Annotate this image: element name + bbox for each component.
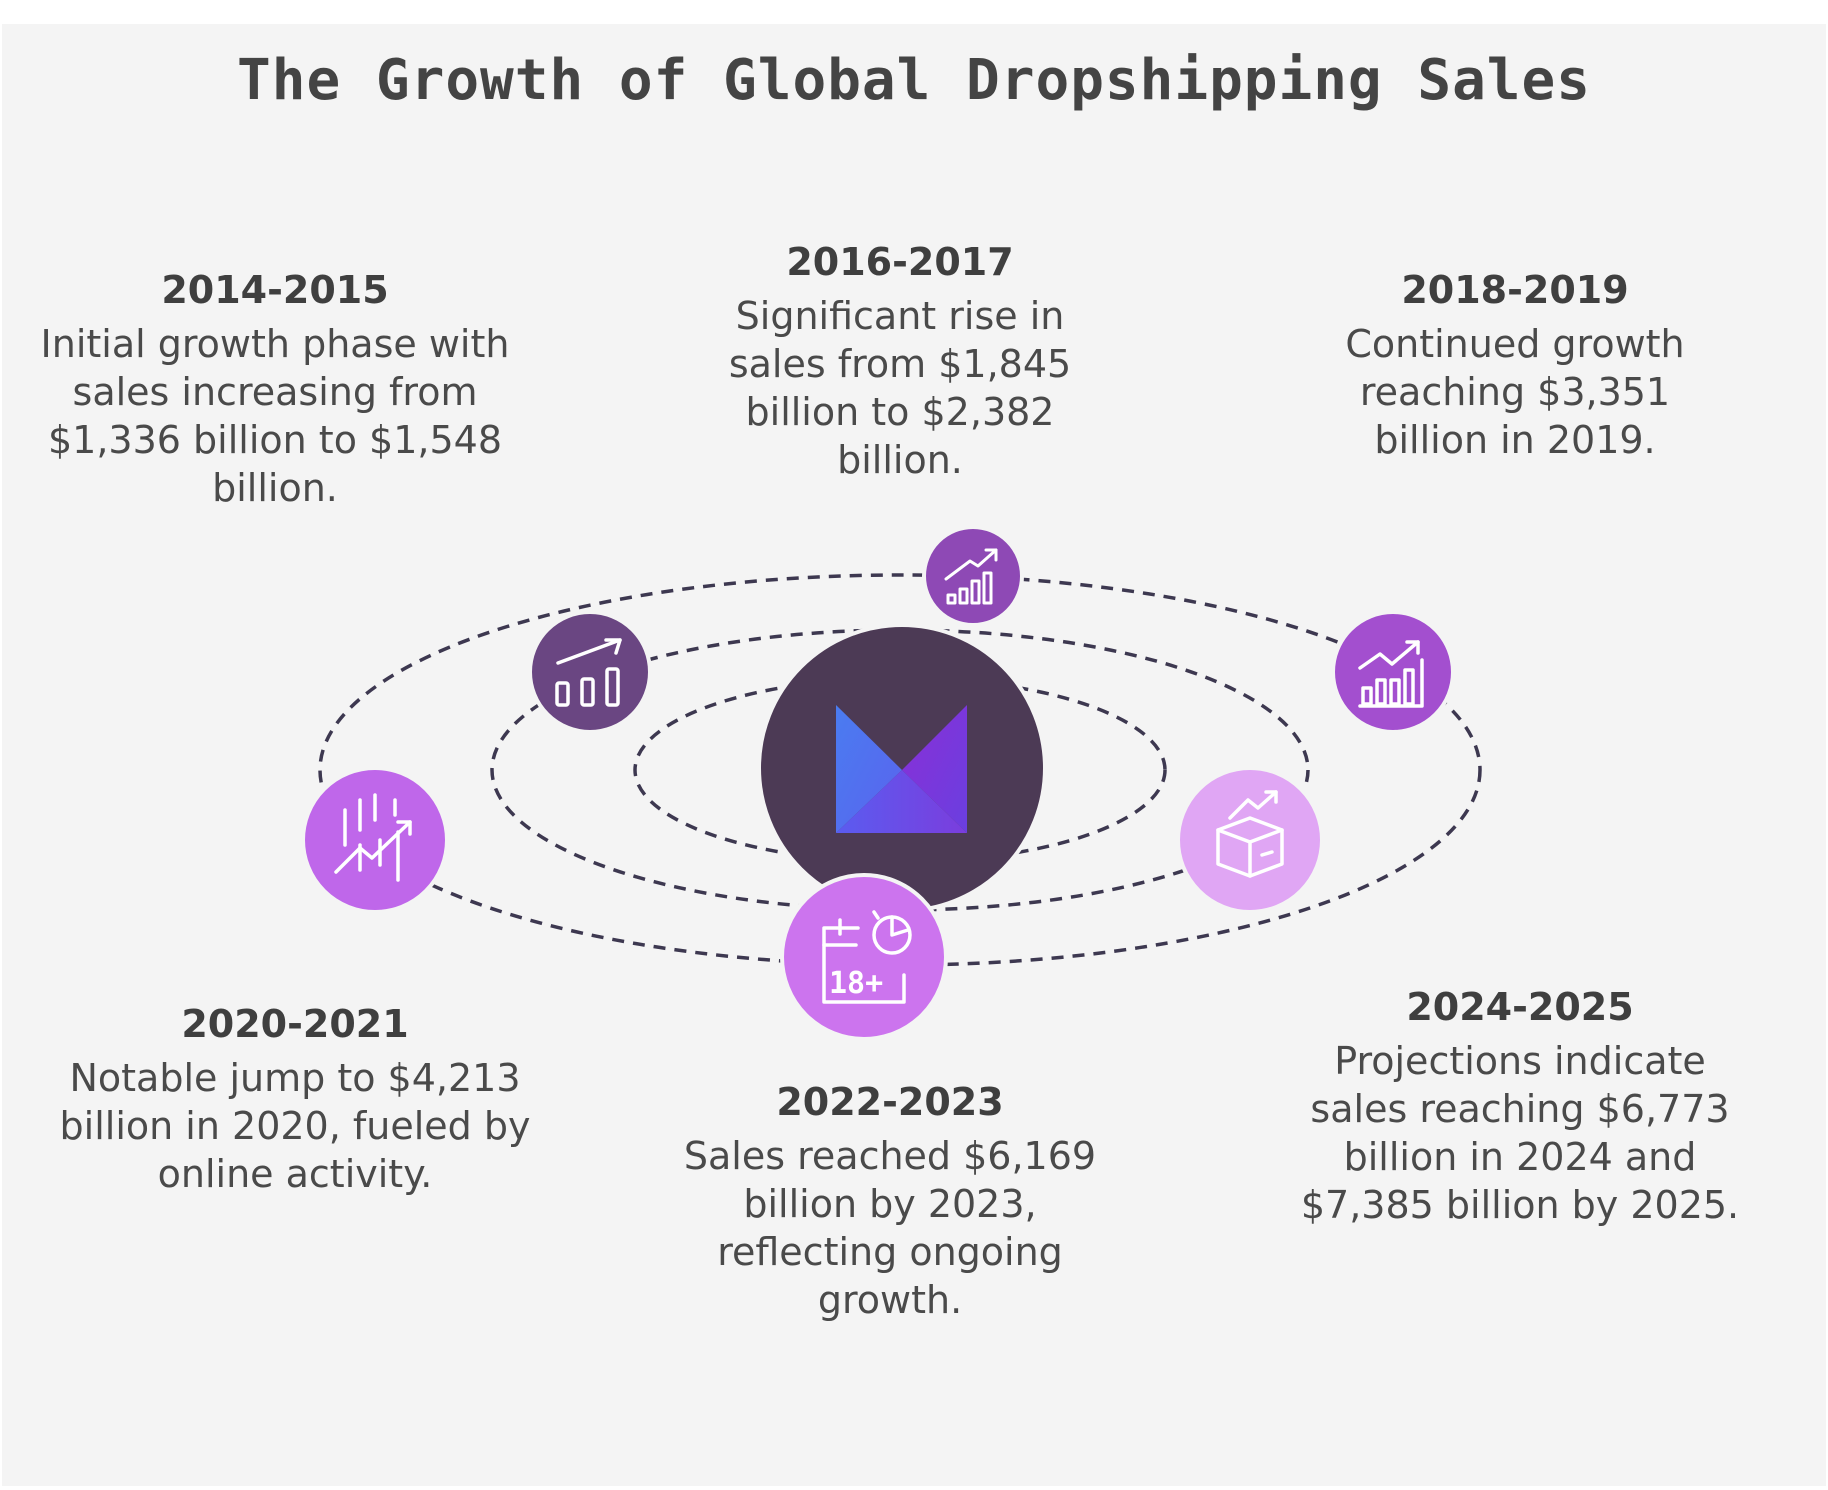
milestone-description: Continued growth reaching $3,351 billion… (1345, 322, 1685, 462)
box-growth-icon (1216, 790, 1284, 878)
hub-logo (757, 623, 1047, 913)
calendar-18-plus-label: 18+ (829, 966, 883, 1001)
milestone-period: 2014-2015 (161, 268, 389, 312)
node-2016-2017 (922, 525, 1024, 627)
milestone-period: 2016-2017 (786, 240, 1014, 284)
milestone-2016-2017: 2016-2017 Significant rise in sales from… (685, 240, 1115, 484)
milestone-2018-2019: 2018-2019 Continued growth reaching $3,3… (1305, 268, 1725, 464)
milestone-period: 2022-2023 (776, 1080, 1004, 1124)
calendar-18-plus-icon: 18+ (822, 910, 912, 1004)
node-2020-2021 (301, 766, 449, 914)
rising-bar-chart-icon (944, 548, 998, 605)
page-title: The Growth of Global Dropshipping Sales (237, 48, 1591, 113)
milestone-period: 2020-2021 (181, 1002, 409, 1046)
bar-chart-growth-icon (555, 638, 622, 707)
outer-orbit (318, 573, 1482, 967)
stock-trend-icon (334, 793, 412, 882)
milestone-description: Projections indicate sales reaching $6,7… (1300, 1039, 1740, 1227)
milestone-2024-2025: 2024-2025 Projections indicate sales rea… (1280, 985, 1760, 1229)
milestone-2022-2023: 2022-2023 Sales reached $6,169 billion b… (660, 1080, 1120, 1324)
node-2024-2025 (1176, 766, 1324, 914)
milestone-description: Notable jump to $4,213 billion in 2020, … (59, 1056, 531, 1196)
milestone-2014-2015: 2014-2015 Initial growth phase with sale… (40, 268, 510, 512)
milestone-period: 2018-2019 (1401, 268, 1629, 312)
milestone-period: 2024-2025 (1406, 985, 1634, 1029)
milestone-description: Sales reached $6,169 billion by 2023, re… (683, 1134, 1097, 1322)
node-2014-2015 (528, 610, 652, 734)
node-2018-2019 (1331, 610, 1455, 734)
milestone-description: Initial growth phase with sales increasi… (40, 322, 510, 510)
node-2022-2023: 18+ (780, 873, 948, 1041)
trend-chart-icon (1358, 640, 1424, 708)
milestone-2020-2021: 2020-2021 Notable jump to $4,213 billion… (45, 1002, 545, 1198)
milestone-description: Significant rise in sales from $1,845 bi… (728, 294, 1072, 482)
